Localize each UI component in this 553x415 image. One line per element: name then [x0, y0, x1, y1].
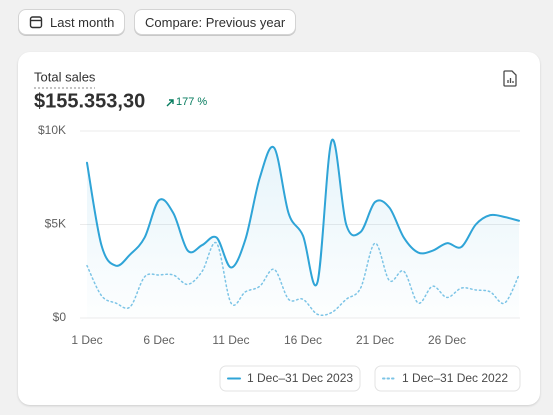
series-area: [87, 139, 519, 318]
x-tick-label: 26 Dec: [428, 333, 466, 347]
legend-label: 1 Dec–31 Dec 2022: [402, 371, 508, 385]
legend-label: 1 Dec–31 Dec 2023: [247, 371, 353, 385]
series-line: [86, 138, 520, 287]
compare-button[interactable]: Compare: Previous year: [134, 9, 297, 35]
series-line: [86, 241, 520, 317]
y-tick-label: $10K: [38, 123, 66, 137]
chart-title[interactable]: Total sales: [34, 69, 96, 84]
x-tick-label: 21 Dec: [356, 333, 394, 347]
date-range-label: Last month: [50, 14, 115, 30]
x-tick-label: 1 Dec: [71, 333, 102, 347]
x-tick-label: 16 Dec: [284, 333, 322, 347]
x-tick-label: 11 Dec: [212, 333, 249, 347]
date-range-button[interactable]: Last month: [18, 9, 126, 35]
y-tick-label: $5K: [45, 217, 66, 231]
legend-box: [374, 365, 521, 392]
trend-arrow: [166, 99, 174, 107]
total-value: $155.353,30: [34, 90, 145, 112]
compare-label: Compare: Previous year: [145, 14, 286, 30]
report-icon[interactable]: [503, 70, 517, 87]
x-tick-label: 6 Dec: [143, 333, 174, 347]
legend-item[interactable]: 1 Dec–31 Dec 2022: [374, 365, 521, 392]
calendar-icon: [29, 16, 43, 29]
legend-box: [219, 365, 361, 392]
change-value: 177 %: [176, 96, 207, 108]
legend-item[interactable]: 1 Dec–31 Dec 2023: [219, 365, 361, 392]
y-tick-label: $0: [53, 310, 67, 324]
